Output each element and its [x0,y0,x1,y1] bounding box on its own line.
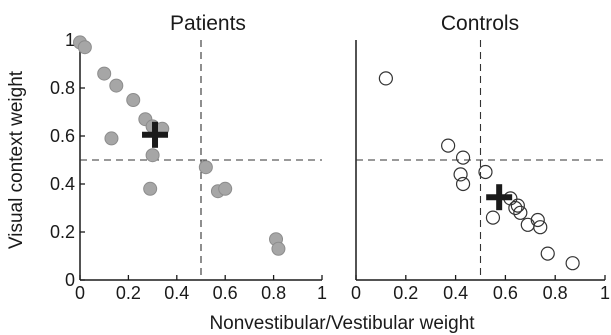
data-point [198,160,213,175]
y-tick-label: 1 [65,30,75,50]
data-point [530,212,545,228]
data-point [126,93,141,107]
y-tick-label: 0.2 [50,222,75,242]
data-point [109,78,124,93]
x-tick-label: 0.2 [116,283,141,303]
x-axis-label: Nonvestibular/Vestibular weight [209,313,475,334]
data-point [533,220,548,235]
data-point [378,71,393,86]
data-point [104,131,119,146]
mean-marker [142,121,169,148]
data-point [565,256,580,271]
data-point [520,217,535,232]
data-point [145,148,160,163]
panel-patients-title: Patients [170,12,246,35]
data-point [455,150,471,165]
y-tick-label: 0.4 [50,174,75,194]
data-point [441,138,456,153]
data-point [513,205,528,220]
y-tick-label: 0.6 [50,126,75,146]
data-point [271,241,286,256]
data-point [510,198,525,213]
x-tick-label: 0 [351,283,361,303]
panel-controls: Controls 0 0.2 0.4 0.6 0.8 1 [351,12,610,303]
x-tick-label: 1 [600,283,610,303]
x-tick-label: 1 [317,283,327,303]
data-point [453,167,468,182]
x-tick-label: 0 [75,283,85,303]
data-point [143,181,158,196]
data-point [478,164,493,180]
data-point [218,181,233,196]
data-point [485,210,501,225]
mean-marker [486,184,513,211]
data-point [540,246,555,261]
panel-controls-title: Controls [441,12,519,35]
y-tick-label: 0.8 [50,78,75,98]
data-point [508,200,523,216]
x-tick-label: 0.2 [393,283,418,303]
x-tick-label: 0.6 [213,283,238,303]
y-tick-label: 0 [65,270,75,290]
x-tick-label: 0.8 [261,283,286,303]
x-tick-label: 0.4 [443,283,468,303]
x-tick-label: 0.8 [543,283,568,303]
data-point [97,66,112,81]
data-point [455,176,471,192]
y-axis-label: Visual context weight [6,70,27,249]
data-point [77,40,92,55]
panel-patients: Patients 0 0.2 0.4 0.6 0.8 1 0 0.2 0.4 0.6 0.8 1 [50,12,327,303]
x-tick-label: 0.6 [493,283,518,303]
x-tick-label: 0.4 [164,283,189,303]
